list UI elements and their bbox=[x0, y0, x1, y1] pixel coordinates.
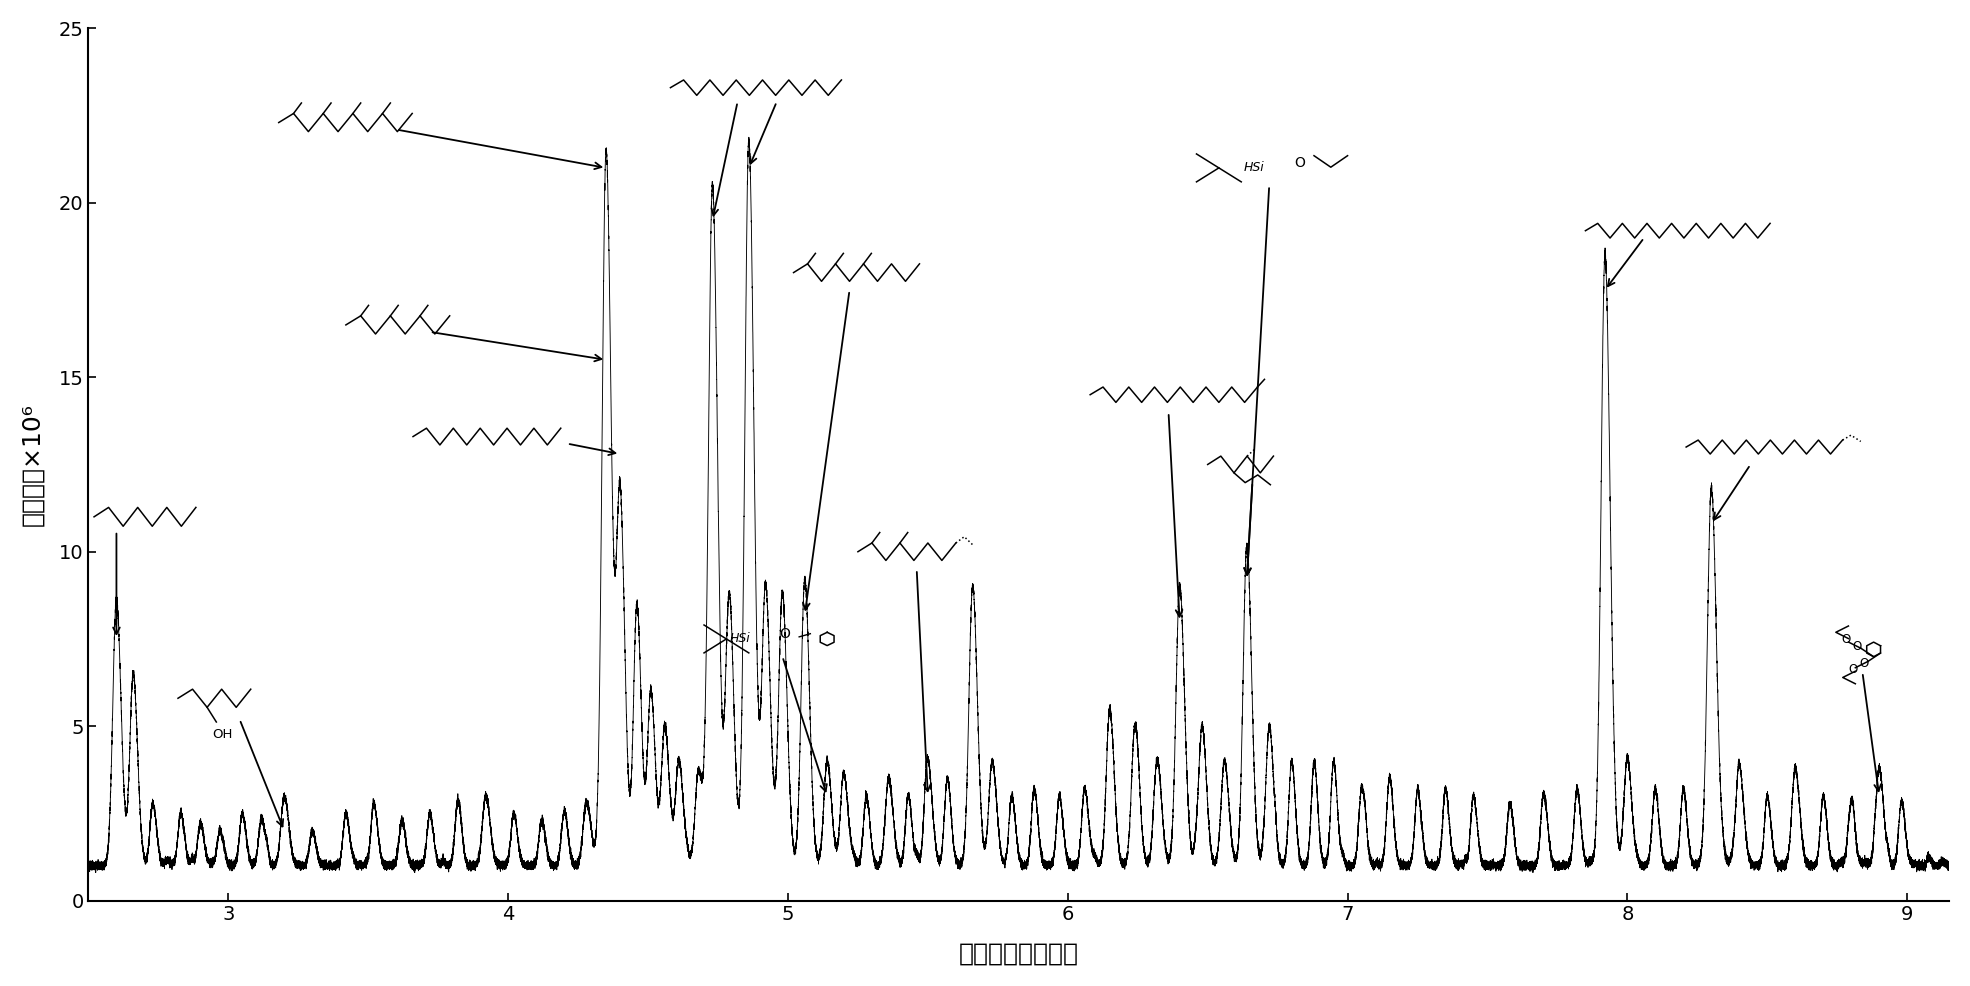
Text: O: O bbox=[1860, 657, 1868, 669]
Y-axis label: 绝对强度×10⁶: 绝对强度×10⁶ bbox=[22, 403, 45, 526]
Text: HSi: HSi bbox=[729, 632, 751, 645]
Text: O: O bbox=[780, 627, 790, 641]
Text: O: O bbox=[1294, 156, 1306, 170]
Text: O: O bbox=[1852, 640, 1862, 653]
Text: O: O bbox=[1842, 633, 1850, 647]
X-axis label: 保留时间（分钟）: 保留时间（分钟） bbox=[959, 942, 1080, 965]
Text: HSi: HSi bbox=[1245, 161, 1265, 174]
Text: OH: OH bbox=[213, 728, 232, 740]
Text: O: O bbox=[1848, 664, 1858, 676]
